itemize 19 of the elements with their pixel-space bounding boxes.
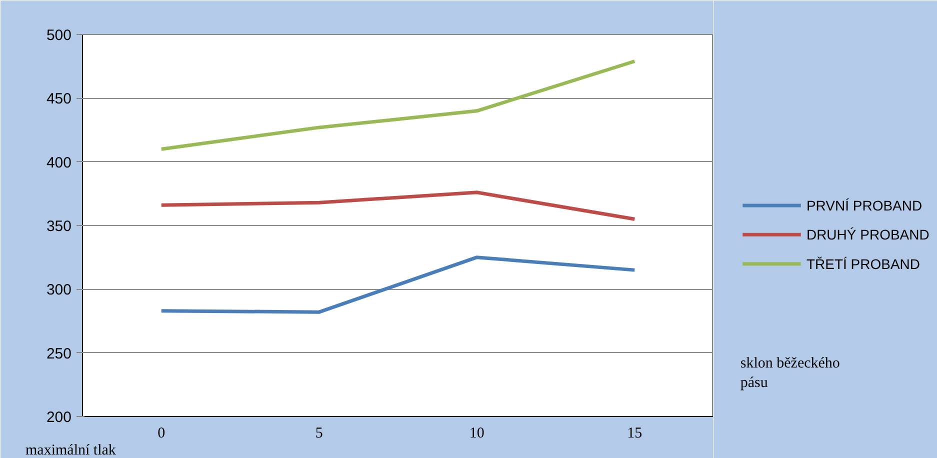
line-series: [160, 59, 636, 151]
x-tick-label: 10: [469, 426, 484, 442]
y-tick-label: 200: [46, 409, 72, 426]
y-tick-label: 300: [46, 282, 72, 299]
legend-label: DRUHÝ PROBAND: [806, 226, 930, 243]
legend-label: PRVNÍ PROBAND: [806, 197, 922, 214]
x-tick-label: 0: [158, 426, 166, 442]
line-series: [160, 256, 636, 314]
x-tick-label: 15: [627, 426, 642, 442]
x-tick-label: 5: [315, 426, 323, 442]
line-series: [160, 190, 636, 221]
y-tick-label: 500: [46, 27, 72, 44]
y-tick-label: 350: [46, 218, 72, 235]
legend-label: TŘETÍ PROBAND: [806, 256, 920, 272]
x-axis-title: sklon běžeckého pásu: [740, 356, 840, 391]
y-tick-label: 250: [46, 345, 72, 362]
y-axis-title: maximální tlak: [26, 442, 116, 458]
y-tick-label: 450: [46, 90, 72, 108]
y-tick-label: 400: [46, 154, 72, 172]
